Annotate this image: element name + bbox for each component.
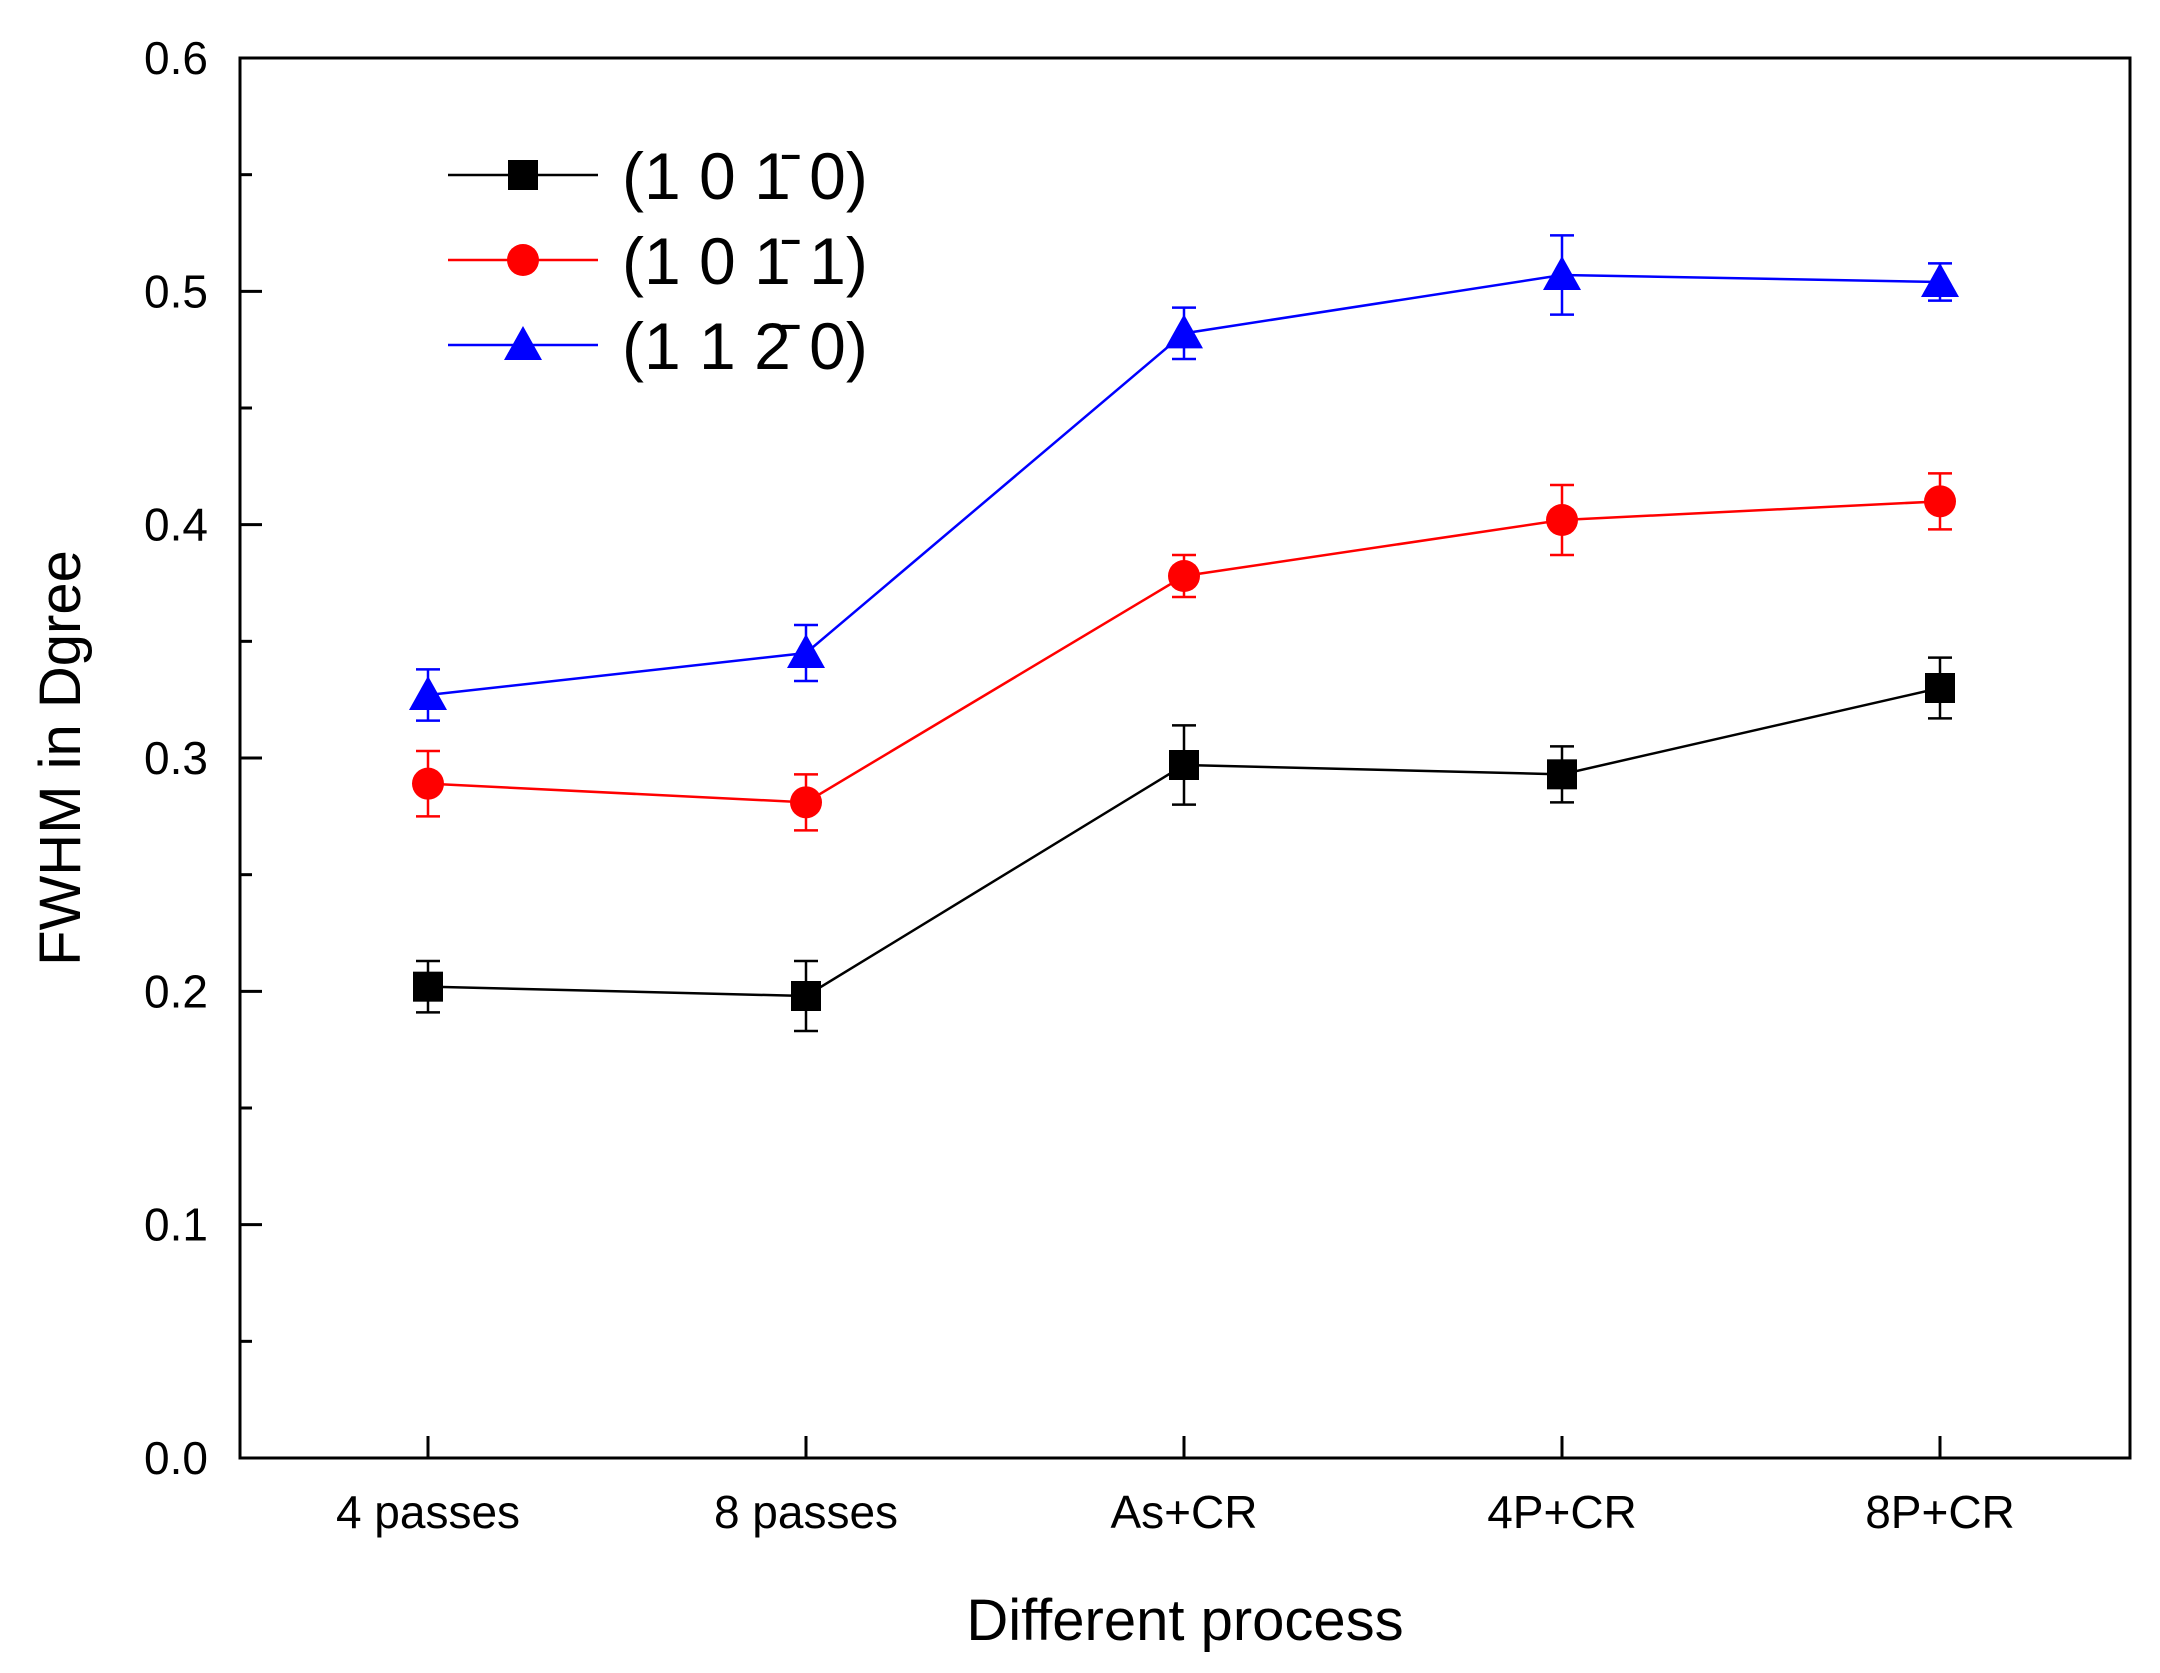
x-tick-label: 8P+CR [1865, 1486, 2015, 1538]
legend-label: (1 0 1̄ 1) [622, 224, 868, 298]
square-marker [1547, 759, 1577, 790]
y-tick-label: 0.1 [144, 1199, 208, 1251]
square-marker [413, 971, 443, 1002]
x-tick-label: 4P+CR [1487, 1486, 1637, 1538]
circle-marker [790, 786, 822, 819]
circle-marker [412, 767, 444, 800]
legend-item-0: (1 0 1̄ 0) [448, 139, 868, 213]
legend-label: (1 0 1̄ 0) [622, 139, 868, 213]
y-tick-label: 0.4 [144, 499, 208, 551]
y-axis-ticks: 0.0 0.1 0.2 0.3 0.4 0.5 0.6 [144, 32, 262, 1484]
y-tick-label: 0.3 [144, 732, 208, 784]
x-tick-label: 8 passes [714, 1486, 898, 1538]
circle-marker [507, 244, 539, 276]
triangle-marker [787, 634, 825, 668]
legend-item-1: (1 0 1̄ 1) [448, 224, 868, 298]
x-axis-ticks: 4 passes 8 passes As+CR 4P+CR 8P+CR [336, 1436, 2015, 1538]
square-marker [508, 160, 538, 190]
square-marker [1169, 750, 1199, 780]
triangle-marker [504, 326, 542, 360]
square-marker [791, 981, 821, 1011]
series-0 [413, 656, 1955, 1033]
series-2 [409, 234, 1959, 722]
series-1 [412, 472, 1956, 832]
circle-marker [1546, 504, 1578, 536]
triangle-marker [1921, 263, 1959, 297]
y-tick-label: 0.0 [144, 1432, 208, 1484]
y-axis-title: FWHM in Dgree [28, 550, 93, 966]
circle-marker [1168, 560, 1200, 592]
triangle-marker [1165, 314, 1203, 349]
circle-marker [1924, 485, 1956, 518]
legend: (1 0 1̄ 0) (1 0 1̄ 1) (1 1 2̄ 0) [448, 139, 868, 383]
y-tick-label: 0.6 [144, 32, 208, 84]
x-axis-title: Different process [966, 1588, 1403, 1653]
x-tick-label: 4 passes [336, 1486, 520, 1538]
square-marker [1925, 673, 1955, 703]
x-tick-label: As+CR [1111, 1486, 1258, 1538]
series-layer [409, 234, 1959, 1033]
y-tick-label: 0.5 [144, 265, 208, 317]
legend-item-2: (1 1 2̄ 0) [448, 309, 868, 383]
y-tick-label: 0.2 [144, 965, 208, 1017]
triangle-marker [1543, 256, 1581, 290]
triangle-marker [409, 676, 447, 710]
legend-label: (1 1 2̄ 0) [622, 309, 868, 383]
